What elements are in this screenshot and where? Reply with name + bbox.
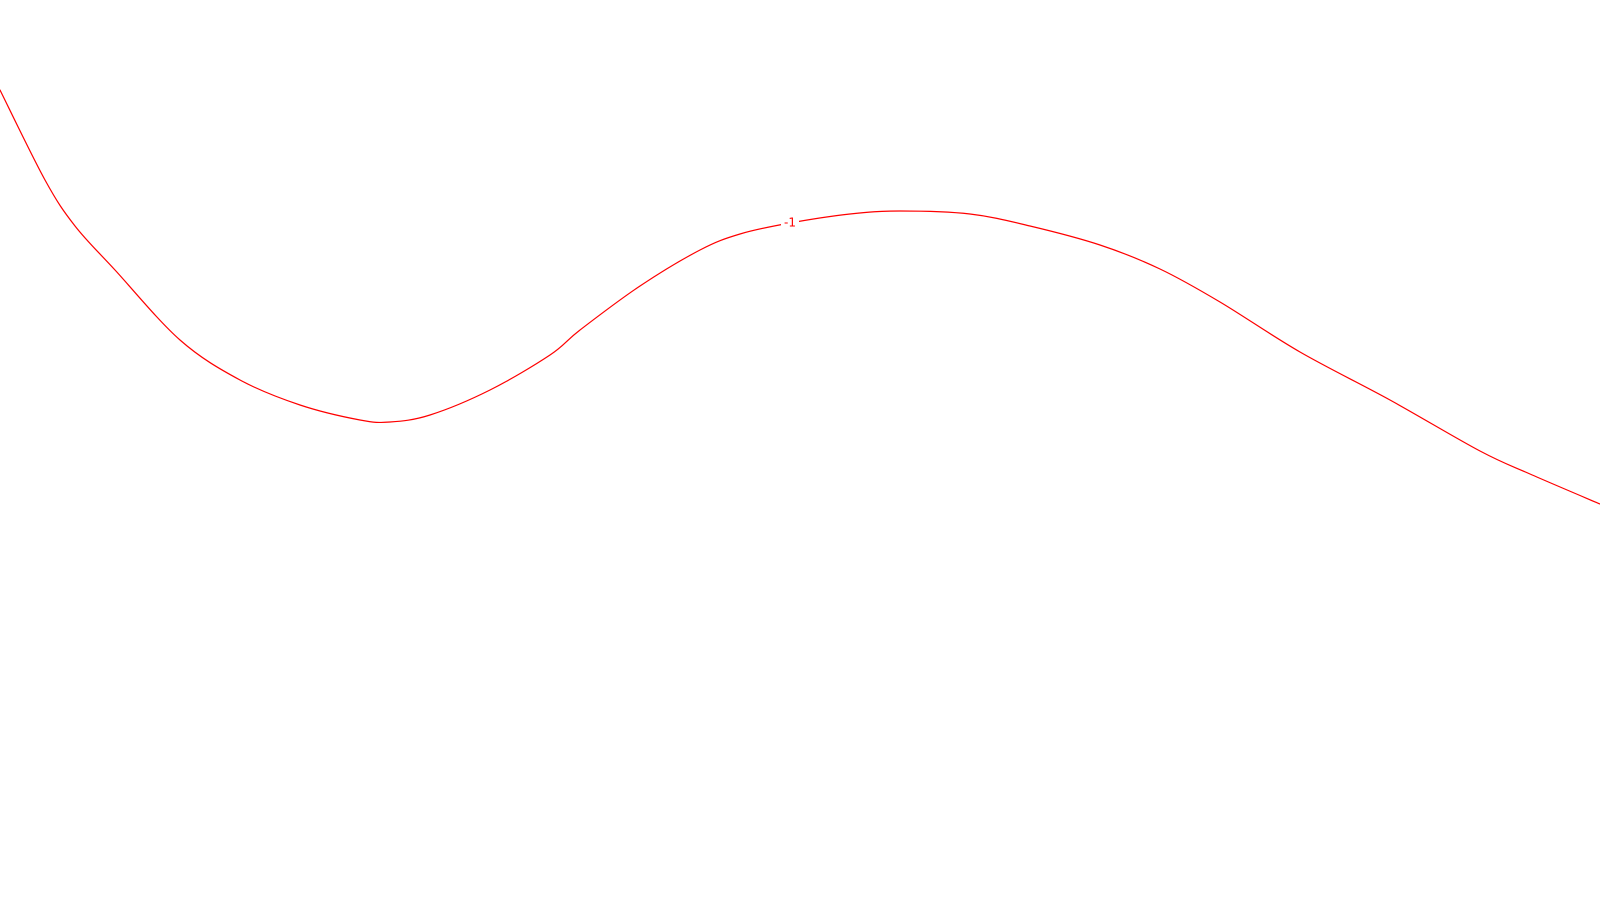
contour-series-layer [0,89,1600,505]
contour-label-layer: -1 [781,216,799,230]
contour-label-0: -1 [784,216,796,230]
contour-line-0 [0,89,1600,505]
contour-label-background [781,216,799,230]
